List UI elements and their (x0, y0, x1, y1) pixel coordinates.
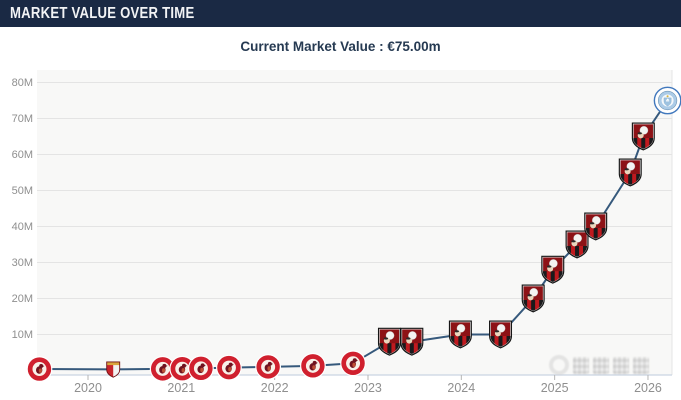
bristol-city-crest-marker[interactable] (188, 355, 214, 382)
bristol-city-crest-marker[interactable] (169, 355, 196, 382)
x-axis-label: 2021 (167, 381, 195, 395)
y-axis-label: 50M (12, 185, 33, 197)
current-value-bar: Current Market Value : €75.00m (0, 27, 681, 65)
bournemouth-crest-marker[interactable] (400, 327, 424, 356)
y-axis-label: 70M (12, 113, 33, 125)
bournemouth-crest-marker[interactable] (377, 327, 401, 356)
y-axis-label: 60M (12, 149, 33, 161)
bournemouth-crest-marker[interactable] (565, 230, 589, 259)
plot-background (37, 70, 672, 375)
bristol-city-crest-marker[interactable] (26, 356, 53, 382)
y-axis-label: 40M (12, 221, 33, 233)
chart-area: 80M 70M 60M 50M 40M 30M 20M 10M 2020 2021 2022 2023… (0, 65, 681, 400)
y-axis-label: 80M (12, 77, 33, 89)
x-axis-label: 2023 (354, 381, 382, 395)
bristol-city-crest-marker[interactable] (255, 353, 282, 380)
bournemouth-crest-marker[interactable] (489, 320, 513, 349)
bournemouth-crest-marker[interactable] (584, 212, 608, 241)
bristol-city-crest-marker[interactable] (340, 350, 366, 377)
bournemouth-crest-marker[interactable] (618, 158, 642, 187)
x-axis-label: 2025 (541, 381, 569, 395)
bristol-city-crest-marker[interactable] (149, 355, 176, 382)
bournemouth-crest-marker[interactable] (541, 255, 565, 284)
market-value-chart[interactable]: 80M 70M 60M 50M 40M 30M 20M 10M 2020 2021 2022 2023… (0, 65, 681, 400)
x-axis-label: 2024 (447, 381, 475, 395)
x-axis-label: 2020 (74, 381, 102, 395)
bristol-city-crest-marker[interactable] (300, 352, 326, 379)
bournemouth-crest-marker[interactable] (521, 284, 545, 313)
y-axis-label: 10M (12, 329, 33, 341)
y-axis-label: 20M (12, 293, 33, 305)
panel-title: MARKET VALUE OVER TIME (10, 4, 195, 22)
x-axis-label: 2026 (634, 381, 662, 395)
small-club-crest-marker[interactable] (106, 361, 121, 378)
bournemouth-crest-marker[interactable] (448, 320, 472, 349)
current-market-value-text: Current Market Value : €75.00m (240, 38, 441, 54)
y-axis-label: 30M (12, 257, 33, 269)
bournemouth-crest-marker[interactable] (631, 122, 655, 151)
x-axis-label: 2022 (261, 381, 289, 395)
panel-header: MARKET VALUE OVER TIME (0, 0, 681, 27)
bristol-city-crest-marker[interactable] (216, 354, 242, 381)
man-city-crest-marker[interactable] (653, 86, 681, 115)
